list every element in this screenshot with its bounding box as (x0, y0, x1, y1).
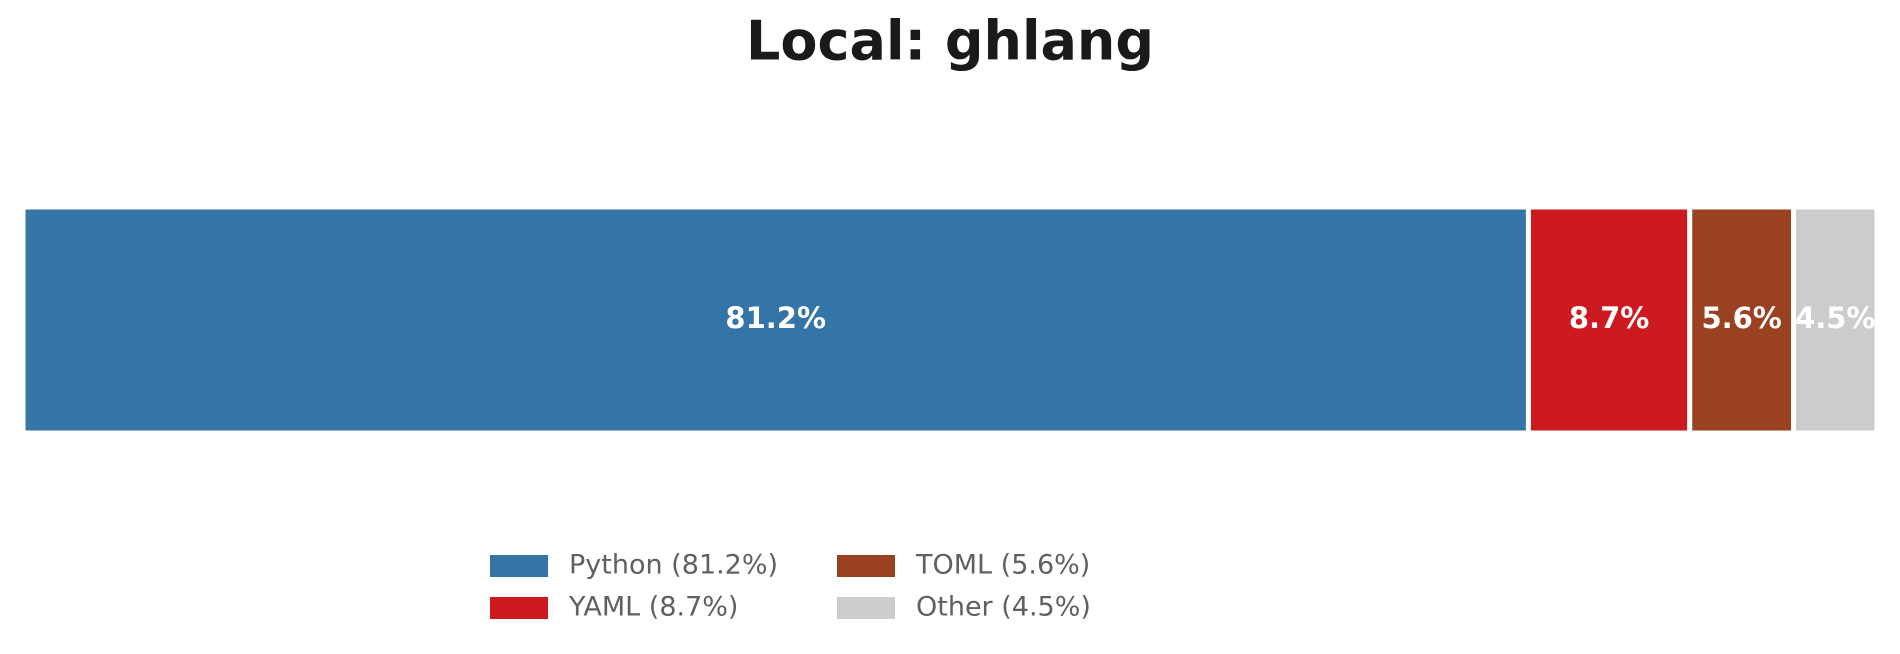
bar-segment (1791, 204, 1880, 436)
legend-swatch (837, 597, 895, 619)
data-label: 8.7% (1569, 301, 1649, 335)
bar-segment (1687, 204, 1797, 436)
legend-label: TOML (5.6%) (915, 550, 1090, 581)
legend-label: Other (4.5%) (916, 592, 1091, 623)
legend-swatch (490, 597, 548, 619)
data-label: 4.5% (1795, 301, 1875, 335)
data-label: 5.6% (1701, 301, 1781, 335)
legend-swatch (490, 555, 548, 577)
bar-segment (20, 204, 1531, 436)
chart-title: Local: ghlang (746, 10, 1154, 73)
data-label: 81.2% (725, 301, 826, 335)
bar-segment (1525, 204, 1693, 436)
legend-swatch (837, 555, 895, 577)
legend-label: YAML (8.7%) (568, 592, 738, 623)
legend-label: Python (81.2%) (569, 550, 778, 581)
